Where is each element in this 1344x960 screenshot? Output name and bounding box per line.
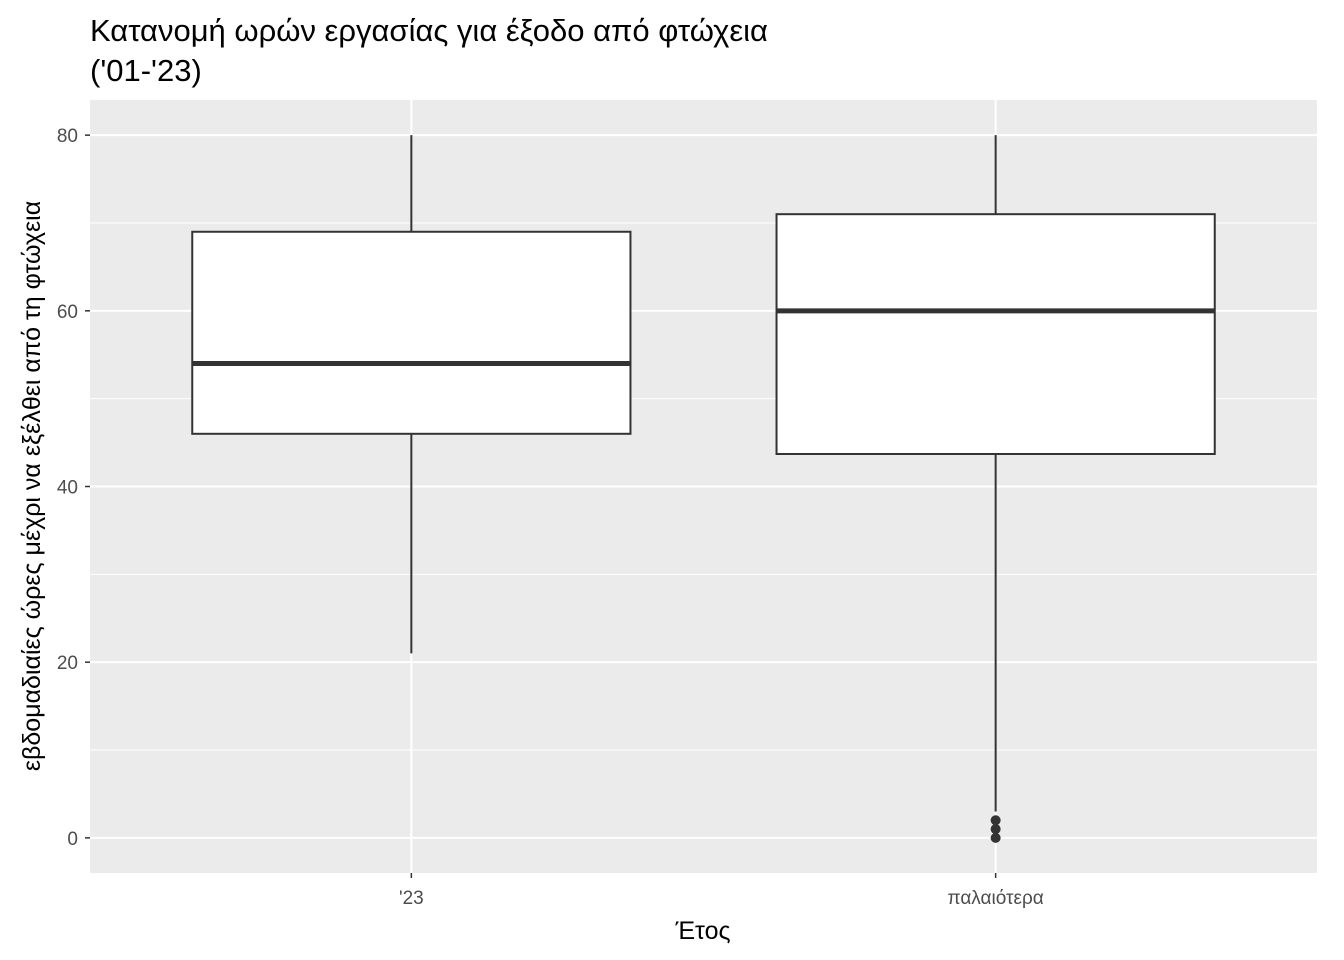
x-axis-title: Έτος	[674, 917, 730, 945]
chart-title-line-2: ('01-'23)	[90, 53, 202, 88]
x-axis-ticks: '23 παλαιότερα	[399, 873, 1044, 909]
y-tick-label: 40	[57, 478, 78, 499]
outlier-point	[990, 832, 1001, 843]
x-tick-label: '23	[399, 888, 424, 909]
y-axis-title: εβδομαδιαίες ώρες μέχρι να εξέλθει από τ…	[18, 201, 46, 771]
y-tick-label: 0	[67, 829, 78, 850]
outlier-point	[990, 815, 1001, 826]
y-tick-label: 20	[57, 653, 78, 674]
boxes	[191, 135, 1216, 843]
x-tick-label: παλαιότερα	[947, 888, 1043, 909]
outlier-point	[990, 824, 1001, 835]
iqr-box	[775, 213, 1216, 455]
y-tick-label: 80	[57, 126, 78, 147]
y-axis-ticks: 0 20 40 60 80	[57, 126, 90, 850]
iqr-box	[191, 230, 632, 435]
y-tick-label: 60	[57, 302, 78, 323]
chart-title-line-1: Κατανομή ωρών εργασίας για έξοδο από φτώ…	[90, 13, 768, 48]
